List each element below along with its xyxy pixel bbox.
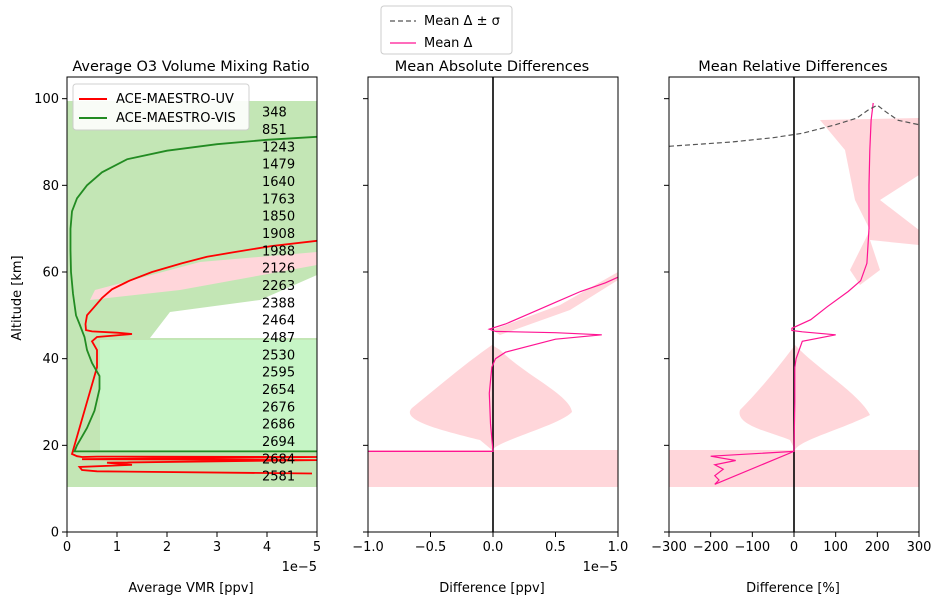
count-annotation: 2684	[262, 452, 295, 467]
x-tick-label: −200	[693, 540, 729, 555]
white-gap	[150, 275, 317, 338]
count-annotation: 2654	[262, 383, 295, 398]
y-tick-label: 40	[42, 352, 59, 367]
x-tick-label: 200	[865, 540, 890, 555]
x-tick-label: 1	[113, 540, 121, 555]
x-offset-text: 1e−5	[583, 560, 618, 575]
sigma-band-mid	[409, 345, 572, 450]
x-tick-label: −0.5	[415, 540, 447, 555]
count-annotation: 2530	[262, 348, 295, 363]
series-line-ace-maestro-uv	[70, 239, 318, 475]
panel-title: Mean Relative Differences	[698, 59, 888, 75]
series-line-mean	[368, 276, 619, 452]
x-tick-label: 0.0	[483, 540, 504, 555]
sigma-band-top	[492, 272, 618, 335]
x-tick-label: 2	[163, 540, 171, 555]
count-annotation: 2694	[262, 435, 295, 450]
x-tick-label: 0	[63, 540, 71, 555]
series-line-mean	[668, 104, 920, 147]
count-annotation: 1243	[262, 140, 295, 155]
y-tick-label: 100	[34, 92, 59, 107]
legend-label-uv: ACE-MAESTRO-UV	[116, 92, 234, 107]
x-tick-label: 5	[313, 540, 321, 555]
sigma-band-mid	[739, 345, 870, 450]
panel-title: Average O3 Volume Mixing Ratio	[72, 59, 309, 75]
axes: −300 −200 −100 0 100 200 300	[651, 76, 932, 555]
count-annotation: 2686	[262, 418, 295, 433]
count-annotation: 2388	[262, 296, 295, 311]
count-annotation: 851	[262, 123, 287, 138]
y-tick-label: 0	[51, 526, 59, 541]
x-tick-label: −300	[651, 540, 687, 555]
light-green-band	[100, 340, 317, 450]
x-offset-text: 1e−5	[282, 560, 317, 575]
series-line-mean	[710, 102, 874, 485]
count-annotation: 2487	[262, 331, 295, 346]
plot-frame	[66, 76, 318, 533]
x-axis-label: Difference [ppv]	[439, 581, 545, 596]
series-line-ace-maestro-vis	[69, 135, 318, 453]
y-axis-label: Altitude [km]	[10, 255, 25, 340]
shaded-regions	[67, 101, 317, 487]
x-axis-label: Difference [%]	[746, 581, 840, 596]
x-tick-label: 0.5	[545, 540, 566, 555]
count-annotation: 2581	[262, 470, 295, 485]
count-annotation: 2595	[262, 366, 295, 381]
figure-legend: Mean Δ ± σ Mean Δ	[380, 5, 513, 55]
series-group	[368, 77, 619, 532]
x-tick-label: 4	[263, 540, 271, 555]
x-tick-label: 100	[823, 540, 848, 555]
x-axis-label: Average VMR [ppv]	[128, 581, 253, 596]
x-tick-label: 0	[790, 540, 798, 555]
panel-vmr: Average O3 Volume Mixing Ratio Altitude …	[10, 59, 321, 596]
x-tick-label: 3	[213, 540, 221, 555]
panel-absolute: Mean Absolute Differences Difference [pp…	[352, 59, 628, 596]
series-group	[668, 77, 920, 532]
axes: 0 1 2 3 4 5 0 20 40 60 80 100	[34, 76, 321, 555]
count-annotation: 2676	[262, 400, 295, 415]
legend-label-mean: Mean Δ	[424, 36, 473, 51]
legend-label-sigma: Mean Δ ± σ	[424, 14, 500, 29]
panel-relative: Mean Relative Differences Difference [%]…	[651, 59, 931, 596]
legend-label-vis: ACE-MAESTRO-VIS	[116, 111, 236, 126]
count-annotation: 1850	[262, 210, 295, 225]
red-band	[90, 252, 317, 300]
count-annotation: 2263	[262, 279, 295, 294]
count-annotation: 348	[262, 106, 287, 121]
count-annotation: 1640	[262, 175, 295, 190]
y-tick-label: 80	[42, 179, 59, 194]
axes: −1.0 −0.5 0.0 0.5 1.0	[352, 76, 629, 555]
panel-title: Mean Absolute Differences	[395, 59, 589, 75]
x-tick-label: −100	[734, 540, 770, 555]
x-tick-label: 300	[907, 540, 932, 555]
count-annotation: 1988	[262, 244, 295, 259]
y-tick-label: 60	[42, 266, 59, 281]
count-annotation: 2464	[262, 314, 295, 329]
panel-legend: ACE-MAESTRO-UV ACE-MAESTRO-VIS	[72, 83, 250, 131]
x-tick-label: −1.0	[352, 540, 384, 555]
count-annotation: 1763	[262, 192, 295, 207]
x-tick-label: 1.0	[608, 540, 629, 555]
count-annotation: 2126	[262, 262, 295, 277]
count-annotation: 1479	[262, 158, 295, 173]
annotations: 348 851 1243 1479 1640 1763 1850 1908 1988 2126 22…	[262, 106, 295, 485]
y-tick-label: 20	[42, 439, 59, 454]
series-group	[69, 135, 318, 475]
count-annotation: 1908	[262, 227, 295, 242]
